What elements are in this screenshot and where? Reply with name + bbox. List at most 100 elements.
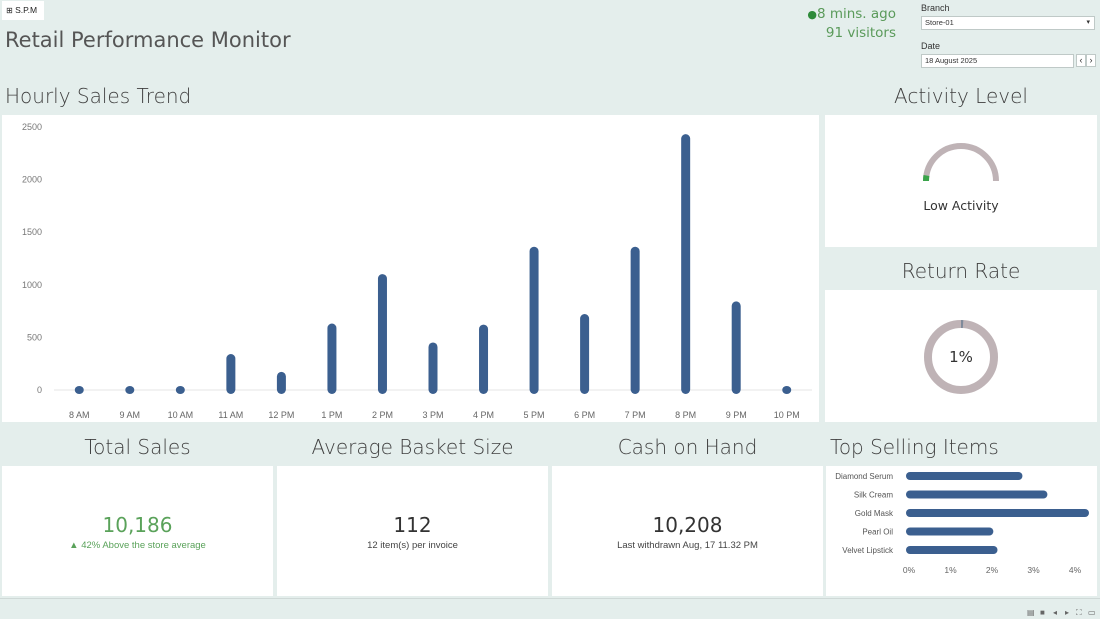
x-tick-label: 3 PM [422, 410, 443, 420]
footer-bar [0, 598, 1100, 619]
activity-level-title: Activity Level [894, 84, 1028, 108]
chevron-right-icon: › [1089, 55, 1093, 65]
stop-icon[interactable]: ■ [1040, 608, 1045, 617]
x-tick-label: 8 AM [69, 410, 90, 420]
hourly-bar[interactable] [782, 386, 792, 394]
date-input[interactable]: 18 August 2025 [921, 54, 1074, 68]
gauge-track [923, 143, 999, 182]
return-rate-value: 1% [949, 348, 973, 366]
dropdown-arrow-icon: ▾ [1086, 19, 1090, 26]
live-dot-icon: ● [807, 8, 817, 21]
hourly-bar[interactable] [226, 354, 236, 394]
total-sales-panel: 10,186 ▲ 42% Above the store average [2, 466, 273, 596]
item-bar[interactable] [906, 509, 1089, 517]
cash-on-hand-panel: 10,208 Last withdrawn Aug, 17 11.32 PM [552, 466, 823, 596]
x-tick-label: 0% [903, 565, 916, 575]
visitors-count: 91 visitors [825, 25, 896, 41]
hourly-bar[interactable] [175, 386, 185, 394]
top-items-panel: Diamond Serum Silk Cream Gold Mask Pearl Oi… [826, 466, 1097, 596]
basket-size-value: 112 [393, 513, 432, 537]
x-tick-label: 12 PM [268, 410, 294, 420]
page-title: Retail Performance Monitor [5, 28, 291, 52]
hourly-sales-title: Hourly Sales Trend [5, 84, 192, 108]
sheet-tab-label: S.P.M [15, 5, 38, 15]
x-tick-label: 4% [1069, 565, 1082, 575]
return-rate-title: Return Rate [901, 259, 1021, 283]
total-sales-title: Total Sales [84, 435, 191, 459]
activity-gauge [923, 143, 999, 182]
hourly-sales-panel: 0 500 1000 1500 2000 2500 8 AM 9 AM 10 AM 11 AM 12… [2, 115, 819, 422]
hourly-bar[interactable] [529, 246, 539, 394]
hourly-bar[interactable] [630, 246, 640, 394]
y-tick-label: 2500 [22, 122, 42, 132]
cash-on-hand-value: 10,208 [652, 513, 723, 537]
x-tick-label: 6 PM [574, 410, 595, 420]
prev-date-button[interactable]: ‹ [1076, 54, 1086, 67]
item-bar[interactable] [906, 546, 998, 554]
x-tick-label: 11 AM [218, 410, 243, 420]
hourly-bar[interactable] [479, 324, 489, 394]
hourly-bar[interactable] [327, 323, 337, 394]
branch-label: Branch [921, 3, 950, 13]
next-date-button[interactable]: › [1086, 54, 1096, 67]
hourly-bar[interactable] [580, 314, 590, 394]
hourly-bar[interactable] [428, 342, 438, 394]
hourly-bar[interactable] [125, 386, 135, 394]
y-tick-label: 500 [27, 332, 42, 342]
x-tick-label: 10 AM [168, 410, 194, 420]
branch-select[interactable]: Store-01 ▾ [921, 16, 1095, 30]
x-tick-label: 2% [986, 565, 999, 575]
item-bar[interactable] [906, 527, 994, 536]
x-tick-label: 1% [944, 565, 957, 575]
top-items-chart: Diamond Serum Silk Cream Gold Mask Pearl Oi… [835, 472, 1089, 575]
fullscreen-icon[interactable]: ⛶ [1076, 608, 1082, 617]
total-sales-comparison: ▲ 42% Above the store average [69, 540, 206, 551]
sheet-tab-spm[interactable]: ⊞ S.P.M [2, 1, 44, 20]
x-tick-label: 8 PM [675, 410, 696, 420]
cash-on-hand-title: Cash on Hand [617, 435, 758, 459]
cash-on-hand-sub: Last withdrawn Aug, 17 11.32 PM [617, 540, 758, 551]
grid-icon: ⊞ [6, 6, 13, 15]
date-value: 18 August 2025 [925, 56, 978, 65]
y-tick-label: 1500 [22, 227, 42, 237]
hourly-bar[interactable] [74, 386, 84, 394]
item-label: Diamond Serum [835, 472, 893, 481]
branch-value: Store-01 [925, 18, 954, 27]
hourly-sales-chart: 0 500 1000 1500 2000 2500 8 AM 9 AM 10 AM 11 AM 12… [22, 122, 812, 420]
item-label: Silk Cream [854, 491, 893, 500]
forward-icon[interactable]: ▸ [1065, 608, 1070, 617]
hourly-bar[interactable] [731, 301, 741, 394]
list-view-icon[interactable]: ▤ [1027, 608, 1035, 617]
x-tick-label: 2 PM [372, 410, 393, 420]
updated-text: 8 mins. ago [816, 6, 896, 22]
activity-label: Low Activity [923, 198, 999, 213]
activity-level-panel: Low Activity [825, 115, 1097, 247]
item-bar[interactable] [906, 490, 1048, 499]
back-icon[interactable]: ◂ [1053, 608, 1058, 617]
y-tick-label: 1000 [22, 280, 42, 290]
hourly-bar[interactable] [681, 134, 691, 394]
item-label: Gold Mask [855, 509, 894, 518]
x-tick-label: 9 PM [726, 410, 747, 420]
hourly-bar[interactable] [377, 274, 387, 394]
return-rate-panel: 1% [825, 290, 1097, 422]
basket-size-sub: 12 item(s) per invoice [367, 540, 458, 551]
x-tick-label: 7 PM [625, 410, 646, 420]
y-tick-label: 0 [37, 385, 42, 395]
x-tick-label: 3% [1027, 565, 1040, 575]
total-sales-value: 10,186 [102, 513, 173, 537]
item-label: Pearl Oil [862, 528, 893, 537]
last-updated: ●8 mins. ago 91 visitors [807, 5, 896, 43]
date-label: Date [921, 41, 941, 51]
return-rate-donut [924, 320, 998, 394]
x-tick-label: 4 PM [473, 410, 494, 420]
hourly-bar[interactable] [276, 371, 286, 394]
presentation-icon[interactable]: ▭ [1088, 608, 1096, 617]
item-bar[interactable] [906, 472, 1023, 480]
x-tick-label: 5 PM [524, 410, 545, 420]
x-tick-label: 1 PM [321, 410, 342, 420]
x-tick-label: 9 AM [120, 410, 141, 420]
basket-size-title: Average Basket Size [311, 435, 514, 459]
chevron-left-icon: ‹ [1079, 55, 1083, 65]
x-tick-label: 10 PM [774, 410, 800, 420]
